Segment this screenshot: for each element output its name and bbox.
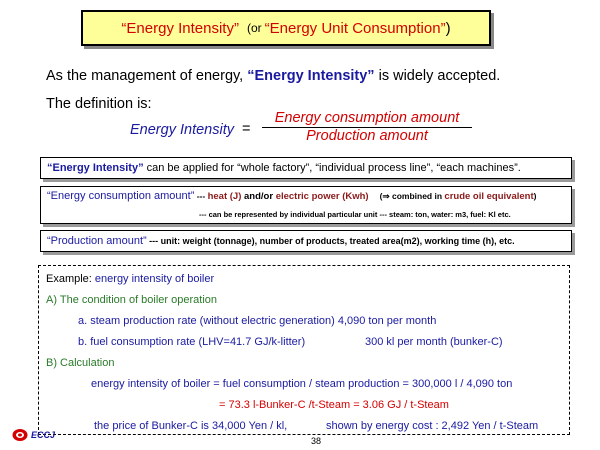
example-heading: Example: energy intensity of boiler [46, 273, 214, 285]
example-box: Example: energy intensity of boiler A) T… [38, 265, 570, 435]
title-quote-open: “ [121, 19, 127, 37]
intro-line1-term: “Energy Intensity” [247, 68, 375, 84]
box-energy-heat: heat (J) [207, 191, 242, 202]
box-energy-dash: --- [194, 191, 208, 201]
title-or-word: (or [246, 21, 262, 35]
intro-line1-pre: As the management of energy, [46, 68, 248, 84]
box-production-term: “Production amount” [47, 235, 147, 247]
box-energy-line-2: --- can be represented by individual par… [199, 210, 511, 219]
example-heading-term: energy intensity of boiler [94, 273, 215, 285]
example-a2-left: b. fuel consumption rate (LHV=41.7 GJ/k-… [78, 336, 306, 348]
eccj-logo: ECCJ [12, 428, 55, 442]
intro-line1-post: is widely accepted. [374, 68, 501, 84]
box-energy-combined-pre: (⇒ combined in [379, 191, 445, 201]
box-applied-term: “Energy Intensity” [47, 162, 144, 174]
box-energy-and-or: and/or [241, 191, 276, 202]
example-calc1: energy intensity of boiler = fuel consum… [91, 378, 513, 390]
example-a-heading: A) The condition of boiler operation [46, 294, 218, 306]
box-energy: “Energy consumption amount” --- heat (J)… [40, 186, 572, 224]
title-close-paren: ) [445, 19, 451, 37]
box-applied-text: can be applied for “whole factory”, “ind… [143, 162, 521, 174]
box-energy-line-1: “Energy consumption amount” --- heat (J)… [47, 190, 536, 202]
box-production: “Production amount” --- unit: weight (to… [40, 230, 572, 252]
formula-fraction-bar [262, 127, 472, 128]
intro-line-1: As the management of energy, “Energy Int… [46, 68, 500, 84]
example-b-heading: B) Calculation [46, 357, 115, 369]
title-box: “Energy Intensity” (or “Energy Unit Cons… [81, 10, 491, 46]
box-applied: “Energy Intensity” can be applied for “w… [40, 157, 572, 179]
box-energy-term: “Energy consumption amount” [47, 190, 195, 202]
formula-equals: = [242, 121, 251, 137]
example-calc3-pre: the price of Bunker-C is 34,000 Yen / kl… [94, 420, 288, 432]
title-quote-close: ” [233, 19, 239, 37]
intro-line-2: The definition is: [46, 96, 152, 112]
eccj-logo-text: ECCJ [31, 430, 56, 440]
example-a2-right: 300 kl per month (bunker-C) [365, 336, 503, 348]
title-main: Energy Intensity [126, 19, 234, 37]
formula-numerator: Energy consumption amount [274, 110, 460, 126]
example-calc3-post: shown by energy cost : 2,492 Yen / t-Ste… [326, 420, 539, 432]
box-energy-combined-term: crude oil equivalent [444, 191, 534, 202]
formula-denominator: Production amount [306, 128, 428, 144]
title-alt: “Energy Unit Consumption” [264, 19, 446, 37]
example-heading-pre: Example: [46, 273, 95, 285]
box-energy-power: electric power (Kwh) [275, 191, 369, 202]
box-production-text: --- unit: weight (tonnage), number of pr… [146, 236, 515, 246]
box-energy-combined-post: ) [533, 191, 537, 201]
example-calc2: = 73.3 l-Bunker-C /t-Steam = 3.06 GJ / t… [219, 399, 449, 411]
formula-lhs: Energy Intensity [130, 122, 234, 138]
page-number: 38 [311, 436, 322, 446]
example-a1: a. steam production rate (without electr… [78, 315, 437, 327]
eccj-logo-icon [12, 429, 28, 441]
